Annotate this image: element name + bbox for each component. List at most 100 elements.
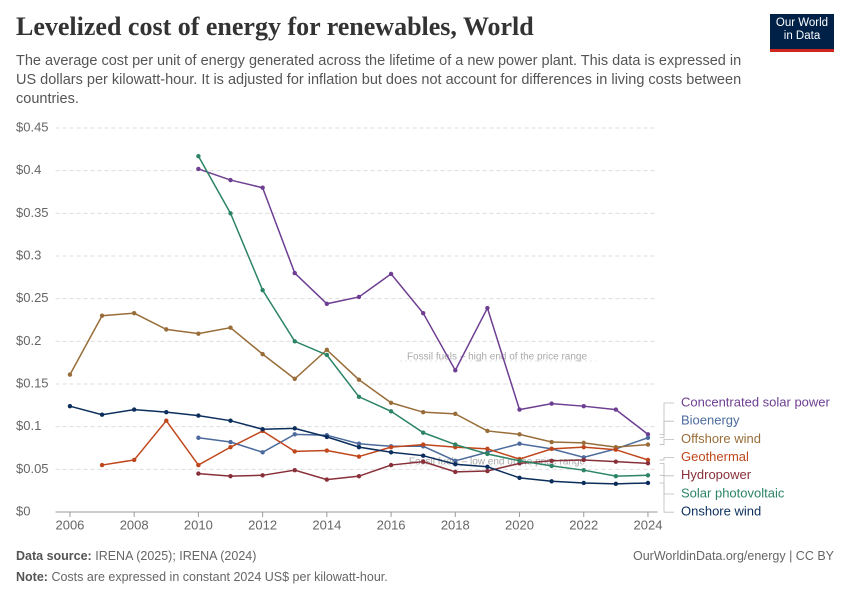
series-line xyxy=(101,419,649,467)
data-point xyxy=(549,479,554,484)
note-text: Costs are expressed in constant 2024 US$… xyxy=(51,570,388,584)
x-tick-label: 2012 xyxy=(248,517,277,532)
data-point xyxy=(324,477,330,482)
data-point xyxy=(292,449,297,454)
data-point xyxy=(549,401,554,406)
note-label: Note: xyxy=(16,570,48,584)
data-point xyxy=(356,444,362,450)
data-point xyxy=(645,432,651,437)
legend-label: Onshore wind xyxy=(681,504,761,519)
data-point xyxy=(453,458,458,463)
data-point xyxy=(485,464,490,469)
data-point xyxy=(260,427,265,432)
x-tick-label: 2020 xyxy=(505,517,534,532)
data-point xyxy=(260,450,265,455)
data-point xyxy=(420,442,426,447)
legend-label: Geothermal xyxy=(681,449,749,464)
data-point xyxy=(356,454,362,459)
data-point xyxy=(549,463,554,469)
data-point xyxy=(517,432,522,437)
legend-label: Concentrated solar power xyxy=(681,394,831,409)
data-point xyxy=(196,435,201,440)
data-point xyxy=(388,462,394,468)
series-line xyxy=(197,155,648,477)
source-url[interactable]: OurWorldinData.org/energy | CC BY xyxy=(632,549,834,563)
subtitle: The average cost per unit of energy gene… xyxy=(16,53,742,107)
y-tick-label: $0 xyxy=(16,503,30,518)
legend-connector xyxy=(659,420,674,439)
data-point xyxy=(581,440,586,446)
data-point xyxy=(645,461,651,466)
data-point xyxy=(549,439,554,445)
data-point xyxy=(164,418,169,423)
y-tick-label: $0.2 xyxy=(16,333,41,348)
title: Levelized cost of energy for renewables,… xyxy=(16,12,534,41)
legend-label: Hydropower xyxy=(681,467,752,482)
data-point xyxy=(324,301,330,306)
data-point xyxy=(292,432,297,437)
data-point xyxy=(260,287,265,293)
data-point xyxy=(356,294,362,300)
data-point xyxy=(324,448,330,453)
legend-connector xyxy=(659,457,674,461)
data-point xyxy=(420,409,426,415)
y-tick-label: $0.35 xyxy=(16,205,49,220)
x-tick-label: 2022 xyxy=(569,517,598,532)
note: Note: Costs are expressed in constant 20… xyxy=(16,570,388,584)
reference-label: Fossil fuels – low end of the price rang… xyxy=(409,457,586,468)
source-label: Data source: xyxy=(16,549,92,563)
data-point xyxy=(485,428,490,434)
data-point xyxy=(388,409,394,414)
data-point xyxy=(388,444,394,450)
data-point xyxy=(549,446,554,452)
data-point xyxy=(581,457,586,463)
data-point xyxy=(645,457,651,463)
data-point xyxy=(581,467,586,473)
data-point xyxy=(485,446,490,452)
data-point xyxy=(485,468,490,474)
data-point xyxy=(228,325,233,330)
data-point xyxy=(164,409,169,415)
legend-label: Bioenergy xyxy=(681,413,740,428)
data-point xyxy=(420,310,426,316)
data-point xyxy=(453,368,458,373)
data-point xyxy=(613,481,619,487)
y-tick-label: $0.05 xyxy=(16,461,49,476)
data-point xyxy=(645,435,651,440)
data-point xyxy=(196,153,201,159)
data-point xyxy=(453,469,458,475)
data-point xyxy=(131,310,137,316)
y-tick-label: $0.3 xyxy=(16,247,41,262)
x-tick-label: 2008 xyxy=(120,517,149,532)
data-point xyxy=(581,480,586,486)
source-text: IRENA (2025); IRENA (2024) xyxy=(95,549,257,563)
y-tick-label: $0.1 xyxy=(16,418,41,433)
legend-connector xyxy=(659,402,674,435)
legend-connector xyxy=(659,439,674,445)
data-point xyxy=(420,459,426,464)
data-point xyxy=(645,442,651,447)
data-point xyxy=(260,185,265,190)
data-point xyxy=(485,451,490,457)
data-point xyxy=(517,458,522,463)
data-point xyxy=(613,407,619,412)
data-point xyxy=(388,271,394,277)
data-point xyxy=(356,377,362,382)
data-point xyxy=(228,473,233,479)
data-point xyxy=(613,447,619,452)
logo[interactable]: Our World in Data xyxy=(770,14,834,52)
x-tick-label: 2014 xyxy=(312,517,341,532)
data-point xyxy=(517,407,522,412)
data-point xyxy=(581,403,586,409)
data-point xyxy=(131,407,137,412)
data-point xyxy=(292,426,297,431)
y-tick-label: $0.25 xyxy=(16,290,49,305)
data-point xyxy=(228,444,233,450)
data-point xyxy=(196,471,201,476)
data-point xyxy=(613,473,619,479)
legend-label: Offshore wind xyxy=(681,431,761,446)
data-point xyxy=(196,331,201,336)
x-tick-label: 2024 xyxy=(634,517,663,532)
data-point xyxy=(453,411,458,417)
y-tick-label: $0.45 xyxy=(16,119,49,134)
